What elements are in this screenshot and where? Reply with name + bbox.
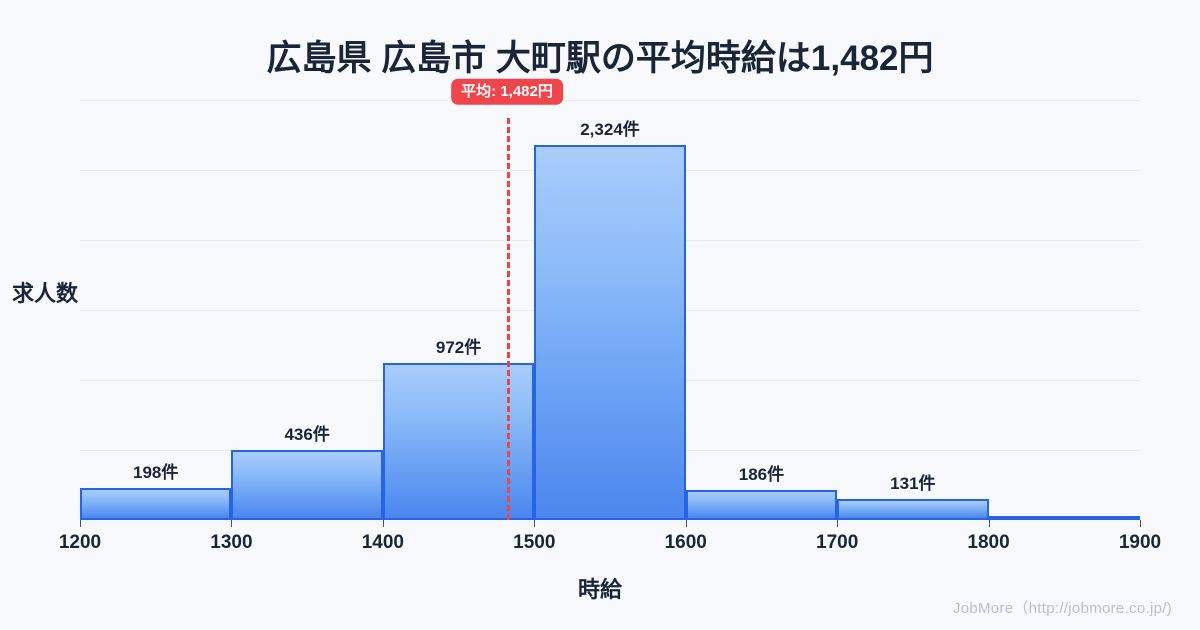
x-axis-tick-label: 1800 [967, 532, 1010, 553]
x-axis-tick-label: 1900 [1118, 532, 1162, 553]
bar[interactable] [534, 144, 686, 520]
bar[interactable] [837, 498, 989, 520]
x-axis-tick-label: 1200 [58, 532, 102, 553]
watermark-credit: JobMore（http://jobmore.co.jp/) [952, 600, 1172, 617]
average-line [507, 118, 511, 520]
gridline [80, 100, 1140, 101]
x-axis-tick [382, 520, 384, 527]
x-axis-tick [534, 520, 536, 527]
bar-value-label: 2,324件 [580, 119, 640, 139]
page-title: 広島県 広島市 大町駅の平均時給は1,482円 [266, 39, 934, 78]
average-badge: 平均: 1,482円 [451, 78, 563, 105]
x-axis-tick [988, 520, 990, 527]
bar-value-label: 972件 [435, 338, 482, 357]
x-axis-tick-label: 1500 [513, 532, 556, 553]
x-axis-tick-label: 1700 [816, 532, 859, 553]
bar-value-label: 131件 [890, 473, 936, 493]
bar[interactable] [382, 363, 535, 520]
bar-value-label: 186件 [738, 464, 785, 484]
x-axis-tick-label: 1300 [210, 532, 253, 553]
x-axis-tick [1140, 520, 1141, 527]
x-axis-tick-label: 1400 [361, 532, 404, 553]
bar-value-label: 436件 [284, 424, 330, 444]
chart-plot-area: 198件 436件 972件 2,324件 186件 131件 1200 1300 1400 1… [59, 78, 1161, 553]
bar-value-label: 198件 [133, 463, 179, 483]
bar[interactable] [231, 449, 383, 520]
x-axis-tick [80, 520, 81, 527]
bar[interactable] [80, 488, 232, 520]
bar[interactable] [988, 516, 1140, 520]
x-axis-title: 時給 [577, 577, 622, 602]
y-axis-title: 求人数 [12, 281, 79, 306]
x-axis-tick-label: 1600 [664, 532, 707, 553]
x-axis-tick [837, 520, 839, 527]
bar[interactable] [685, 489, 838, 520]
x-axis-tick [231, 520, 233, 527]
x-axis-tick [685, 520, 687, 527]
